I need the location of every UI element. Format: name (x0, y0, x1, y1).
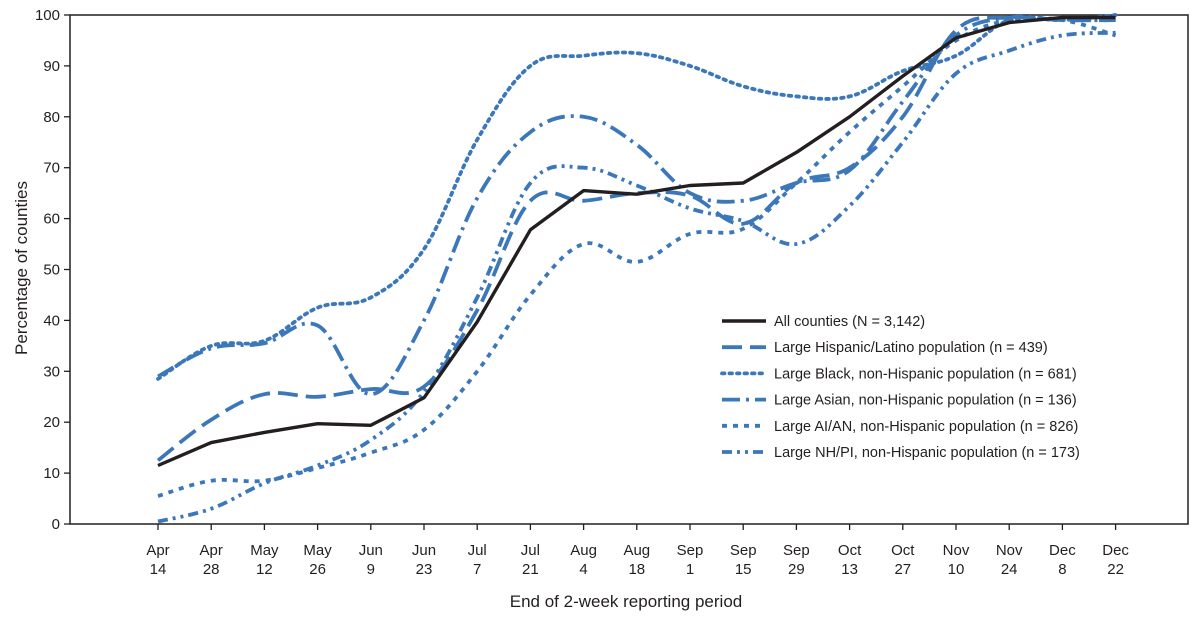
x-axis: Apr14Apr28May12May26Jun9Jun23Jul7Jul21Au… (146, 524, 1129, 578)
x-tick-label-day: 22 (1107, 561, 1124, 578)
x-tick-label-day: 14 (150, 561, 167, 578)
x-tick-label-day: 28 (203, 561, 220, 578)
x-tick-label-month: Jun (359, 542, 383, 559)
x-tick-label-day: 27 (894, 561, 911, 578)
y-tick-label: 0 (52, 516, 60, 533)
x-tick-label-day: 10 (948, 561, 965, 578)
x-tick-label-month: Aug (623, 542, 650, 559)
y-tick-label: 10 (43, 465, 60, 482)
y-tick-label: 60 (43, 211, 60, 228)
x-tick-label-month: Sep (783, 542, 810, 559)
x-tick-label-day: 23 (416, 561, 433, 578)
legend-label: Large NH/PI, non-Hispanic population (n … (774, 445, 1080, 461)
legend-label: Large Asian, non-Hispanic population (n … (774, 393, 1077, 409)
y-tick-label: 30 (43, 363, 60, 380)
series-lines (156, 13, 1118, 524)
x-tick-label-day: 18 (628, 561, 645, 578)
legend-label: Large Hispanic/Latino population (n = 43… (774, 340, 1048, 356)
x-tick-label-day: 26 (309, 561, 326, 578)
x-tick-label-month: Jun (412, 542, 436, 559)
x-tick-label-day: 4 (579, 561, 587, 578)
y-tick-label: 50 (43, 262, 60, 279)
series-line-1 (156, 15, 1116, 462)
x-tick-label-month: Nov (943, 542, 970, 559)
y-tick-label: 100 (35, 7, 60, 24)
x-tick-label-month: Apr (146, 542, 169, 559)
x-tick-label-month: Nov (996, 542, 1023, 559)
x-tick-label-month: Oct (891, 542, 915, 559)
x-tick-label-day: 24 (1001, 561, 1018, 578)
x-tick-label-month: Jul (468, 542, 487, 559)
x-tick-label-month: Aug (570, 542, 597, 559)
series-line-0 (157, 15, 1116, 468)
y-axis: 0 10 20 30 40 50 60 70 80 90 100 (35, 7, 70, 533)
x-tick-label-day: 8 (1058, 561, 1066, 578)
x-tick-label-day: 9 (367, 561, 375, 578)
y-tick-label: 90 (43, 58, 60, 75)
x-tick-label-month: Apr (200, 542, 223, 559)
x-tick-label-month: Sep (730, 542, 757, 559)
series-line-2 (156, 13, 1118, 381)
legend-label: Large AI/AN, non-Hispanic population (n … (774, 419, 1078, 435)
y-tick-label: 20 (43, 414, 60, 431)
x-tick-label-day: 1 (686, 561, 694, 578)
x-tick-label-month: Jul (521, 542, 540, 559)
x-tick-label-month: Oct (838, 542, 862, 559)
legend-label: Large Black, non-Hispanic population (n … (774, 366, 1077, 382)
series-line-3 (157, 14, 1116, 397)
x-tick-label-month: May (250, 542, 279, 559)
x-tick-label-month: Dec (1102, 542, 1129, 559)
x-tick-label-month: Sep (677, 542, 704, 559)
x-tick-label-day: 12 (256, 561, 273, 578)
x-tick-label-day: 15 (735, 561, 752, 578)
legend-label: All counties (N = 3,142) (774, 314, 925, 330)
y-tick-label: 80 (43, 109, 60, 126)
legend: All counties (N = 3,142) Large Hispanic/L… (720, 314, 1080, 461)
x-tick-label-day: 13 (841, 561, 858, 578)
x-tick-label-month: May (303, 542, 332, 559)
y-tick-label: 40 (43, 312, 60, 329)
x-tick-label-day: 29 (788, 561, 805, 578)
x-axis-title: End of 2-week reporting period (510, 592, 742, 611)
y-axis-title: Percentage of counties (12, 181, 31, 355)
y-tick-label: 70 (43, 160, 60, 177)
x-tick-label-day: 7 (473, 561, 481, 578)
series-line-5 (157, 30, 1116, 524)
series-line-4 (157, 15, 1117, 498)
x-tick-label-day: 21 (522, 561, 539, 578)
x-tick-label-month: Dec (1049, 542, 1076, 559)
